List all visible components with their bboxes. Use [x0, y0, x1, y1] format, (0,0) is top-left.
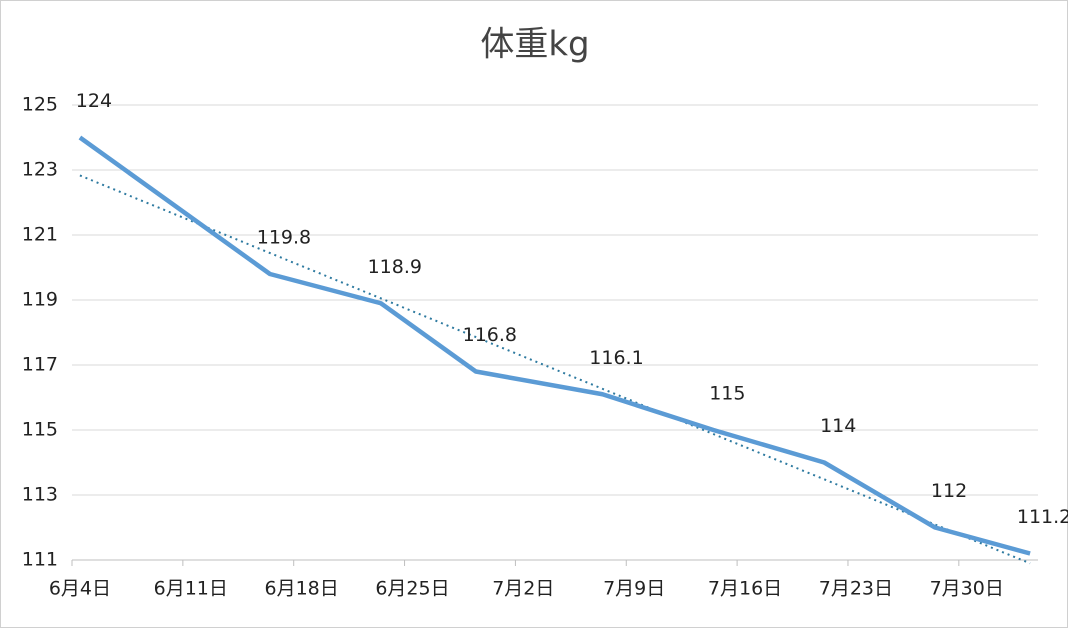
data-label: 116.1 — [589, 347, 643, 369]
chart-title: 体重kg — [480, 25, 589, 65]
x-tick-label: 7月2日 — [492, 578, 554, 600]
y-tick-label: 123 — [22, 159, 58, 181]
data-label: 116.8 — [463, 324, 517, 346]
y-tick-label: 115 — [22, 419, 58, 441]
x-tick-label: 7月16日 — [708, 578, 782, 600]
y-tick-label: 121 — [22, 224, 58, 246]
line — [78, 135, 1031, 556]
y-tick-label: 119 — [22, 289, 58, 311]
data-label: 119.8 — [257, 227, 311, 249]
data-label: 112 — [931, 480, 967, 502]
x-tick-label: 7月30日 — [930, 578, 1004, 600]
y-tick-label: 111 — [22, 549, 58, 571]
y-tick-label: 113 — [22, 484, 58, 506]
x-tick-label: 7月23日 — [819, 578, 893, 600]
data-label: 124 — [76, 90, 112, 112]
data-label: 115 — [709, 383, 745, 405]
data-label: 114 — [820, 415, 856, 437]
x-tick-label: 6月25日 — [375, 578, 449, 600]
y-tick-label: 117 — [22, 354, 58, 376]
x-tick-label: 6月4日 — [49, 578, 111, 600]
x-tick-label: 6月18日 — [264, 578, 338, 600]
data-label: 111.2 — [1017, 506, 1068, 528]
y-tick-label: 125 — [22, 94, 58, 116]
x-tick-label: 7月9日 — [603, 578, 665, 600]
x-tick-label: 6月11日 — [154, 578, 228, 600]
data-label: 118.9 — [368, 256, 422, 278]
